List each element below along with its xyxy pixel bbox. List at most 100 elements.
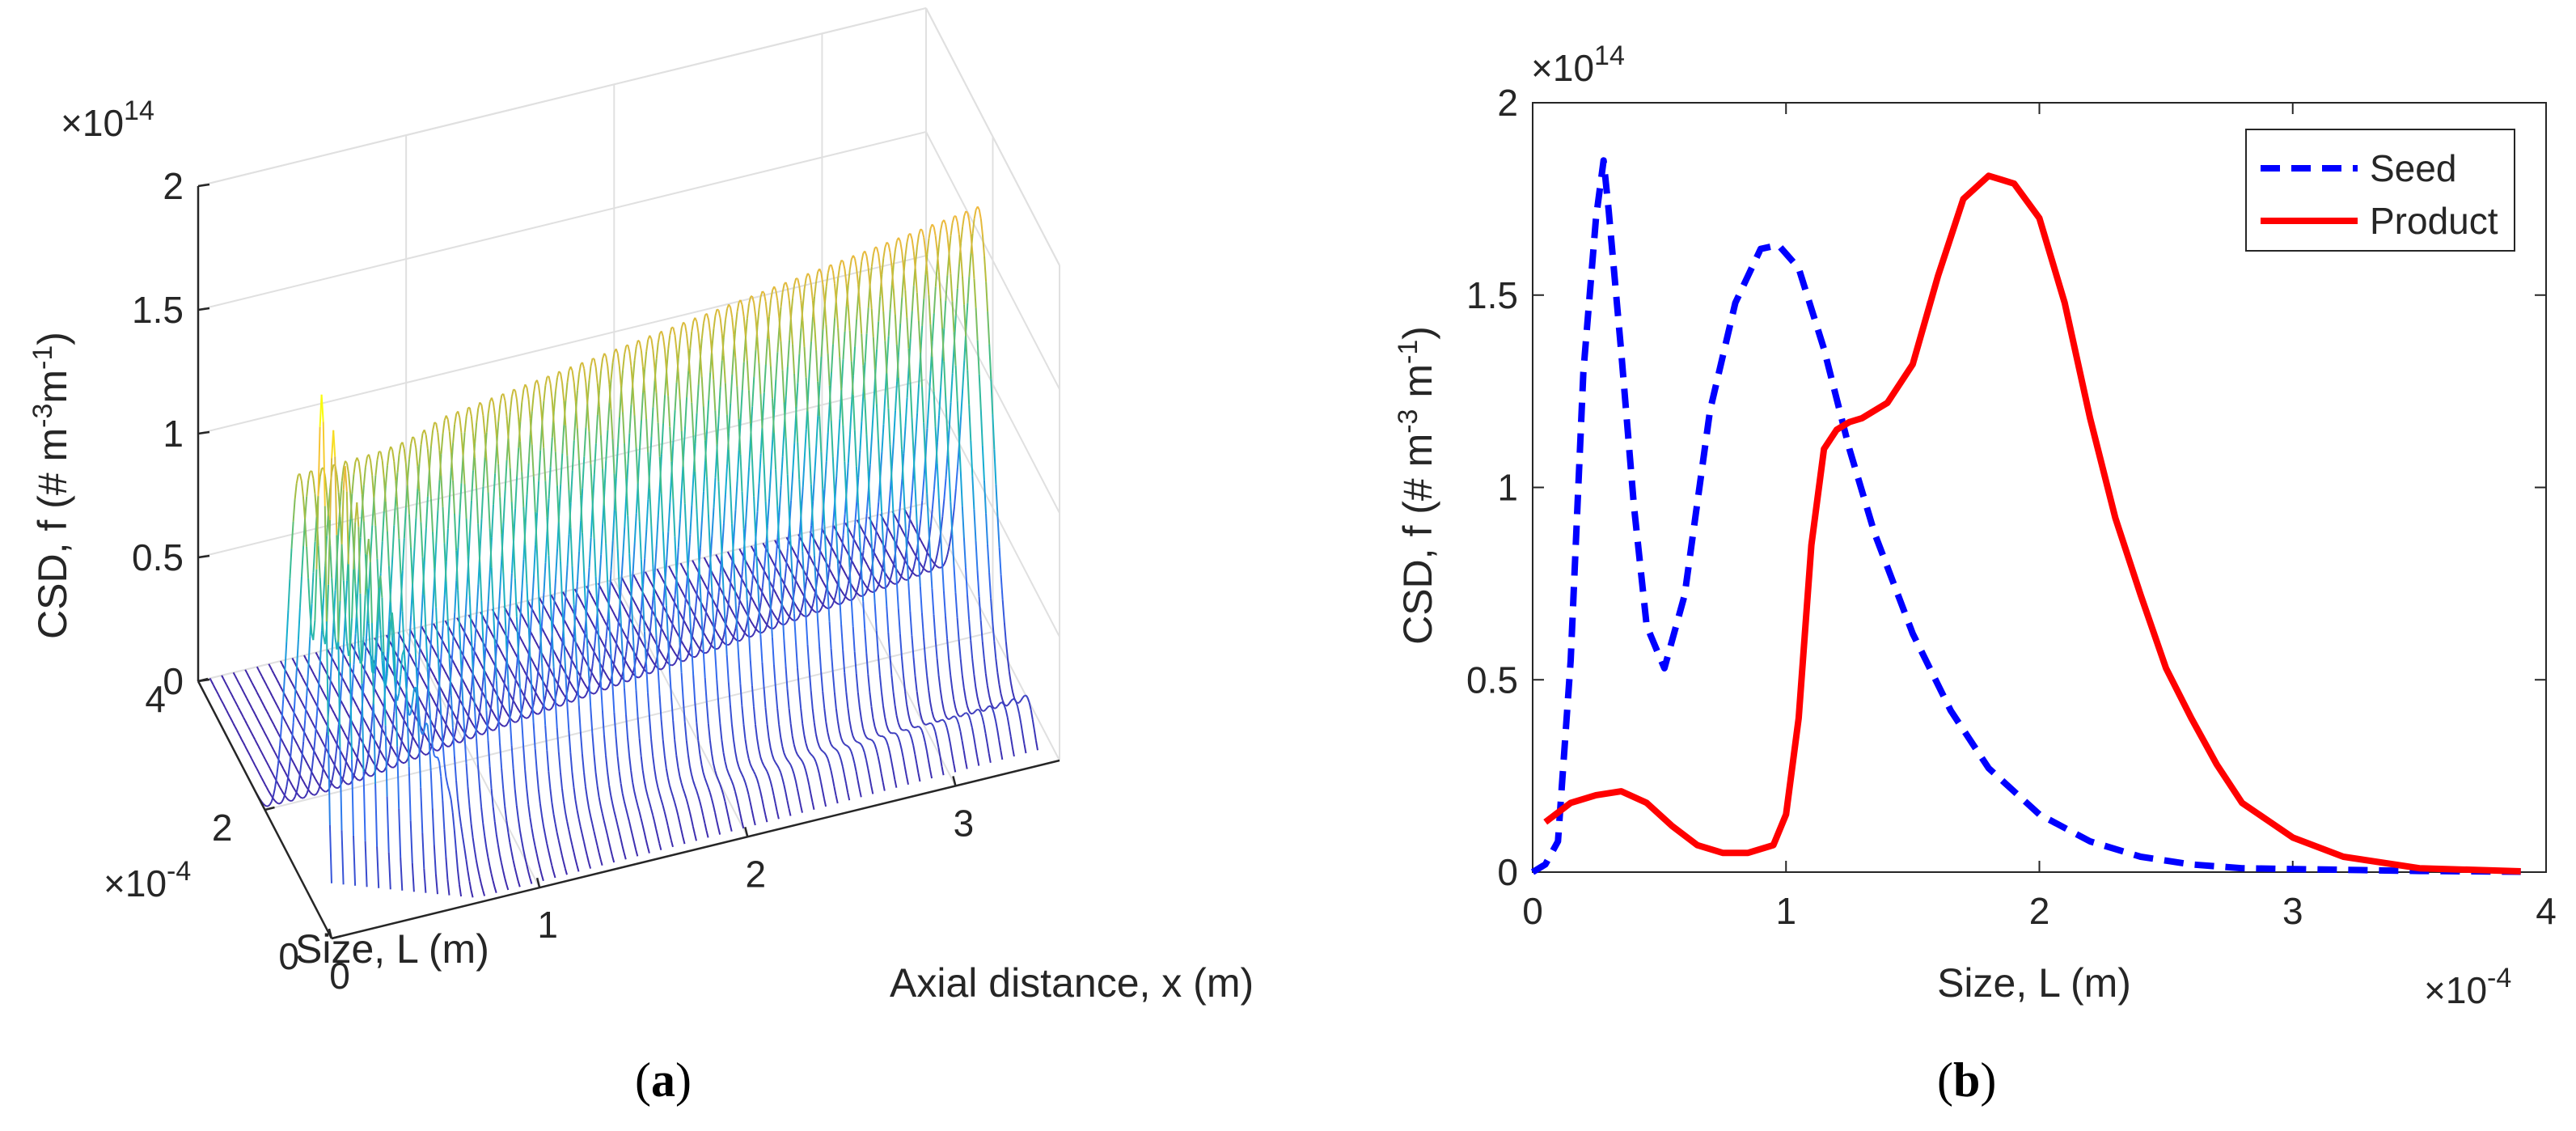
surface-line [992, 705, 995, 710]
surface-line [442, 667, 446, 672]
surface-line [604, 595, 607, 600]
surface-line [577, 671, 581, 676]
surface-line [299, 775, 303, 780]
surface-line [680, 782, 684, 789]
surface-line [445, 581, 449, 621]
surface-line [425, 690, 429, 710]
surface-line [962, 360, 966, 390]
surface-line [558, 686, 562, 691]
surface-line [328, 728, 332, 733]
surface-line [422, 629, 426, 633]
surface-line [536, 481, 540, 513]
surface-line [1018, 714, 1022, 724]
surface-line [950, 716, 953, 720]
surface-line [505, 710, 508, 714]
surface-line [714, 770, 718, 777]
surface-line [775, 469, 779, 506]
surface-line [294, 791, 298, 798]
surface-line [975, 709, 978, 712]
surface-line [302, 720, 307, 742]
surface-line [814, 281, 818, 297]
surface-line [677, 767, 681, 777]
surface-line [615, 592, 620, 597]
surface-line [341, 645, 345, 676]
surface-line [532, 383, 536, 394]
surface-line [264, 682, 268, 687]
surface-line [294, 483, 298, 500]
surface-line [747, 758, 751, 765]
surface-line [504, 460, 508, 491]
surface-line [594, 677, 598, 682]
surface-line [401, 611, 405, 648]
surface-line [820, 748, 823, 752]
surface-line [583, 683, 587, 688]
surface-line [726, 303, 730, 310]
axial-tick-label: 2 [745, 853, 766, 895]
surface-line [700, 376, 704, 407]
surface-line [413, 621, 417, 658]
surface-line [704, 777, 708, 784]
surface-line [523, 619, 527, 624]
surface-line [354, 758, 358, 769]
surface-line [679, 588, 683, 592]
surface-line [799, 587, 802, 592]
surface-line [1020, 722, 1024, 734]
surface-line [437, 432, 441, 451]
surface-line [717, 647, 720, 650]
surface-line [808, 447, 812, 485]
surface-line [541, 592, 545, 620]
surface-line [741, 304, 745, 317]
surface-line [933, 467, 937, 490]
surface-line [588, 807, 592, 817]
surface-line [551, 865, 555, 872]
surface-line [434, 568, 438, 608]
surface-line [341, 830, 345, 885]
surface-line [809, 582, 813, 587]
surface-line [537, 589, 541, 628]
surface-line [964, 697, 968, 706]
surface-line [975, 686, 979, 697]
surface-line [603, 505, 607, 544]
surface-line [321, 664, 325, 669]
surface-line [626, 612, 629, 616]
surface-line [602, 643, 606, 648]
surface-line [306, 762, 310, 767]
surface-line [757, 558, 761, 563]
surface-line [643, 631, 647, 664]
surface-line [521, 720, 525, 748]
surface-line [668, 591, 671, 595]
surface-line [294, 714, 298, 719]
surface-line [341, 489, 345, 544]
surface-line [390, 556, 394, 590]
surface-line [866, 564, 869, 569]
surface-line [589, 592, 593, 597]
surface-line [695, 642, 698, 646]
surface-line [787, 566, 791, 570]
surface-line [912, 453, 916, 489]
surface-line [912, 549, 916, 553]
surface-line [256, 666, 260, 671]
surface-line [895, 344, 899, 379]
surface-line [391, 449, 395, 462]
surface-line [832, 318, 836, 345]
surface-line [632, 835, 636, 844]
surface-line [655, 515, 659, 546]
surface-line [968, 619, 972, 641]
surface-line [649, 488, 653, 527]
surface-line [500, 625, 503, 629]
surface-line [434, 755, 437, 758]
surface-line [901, 577, 905, 580]
surface-line [454, 725, 458, 735]
surface-line [605, 650, 609, 654]
surface-line [738, 658, 742, 684]
surface-line [578, 671, 582, 684]
surface-line [492, 880, 496, 887]
surface-line [496, 436, 500, 464]
surface-line [521, 714, 525, 718]
surface-line [827, 758, 831, 764]
surface-line [805, 566, 809, 582]
surface-line [667, 616, 671, 621]
surface-line [825, 324, 829, 354]
surface-line [551, 399, 555, 423]
surface-line [827, 265, 831, 273]
